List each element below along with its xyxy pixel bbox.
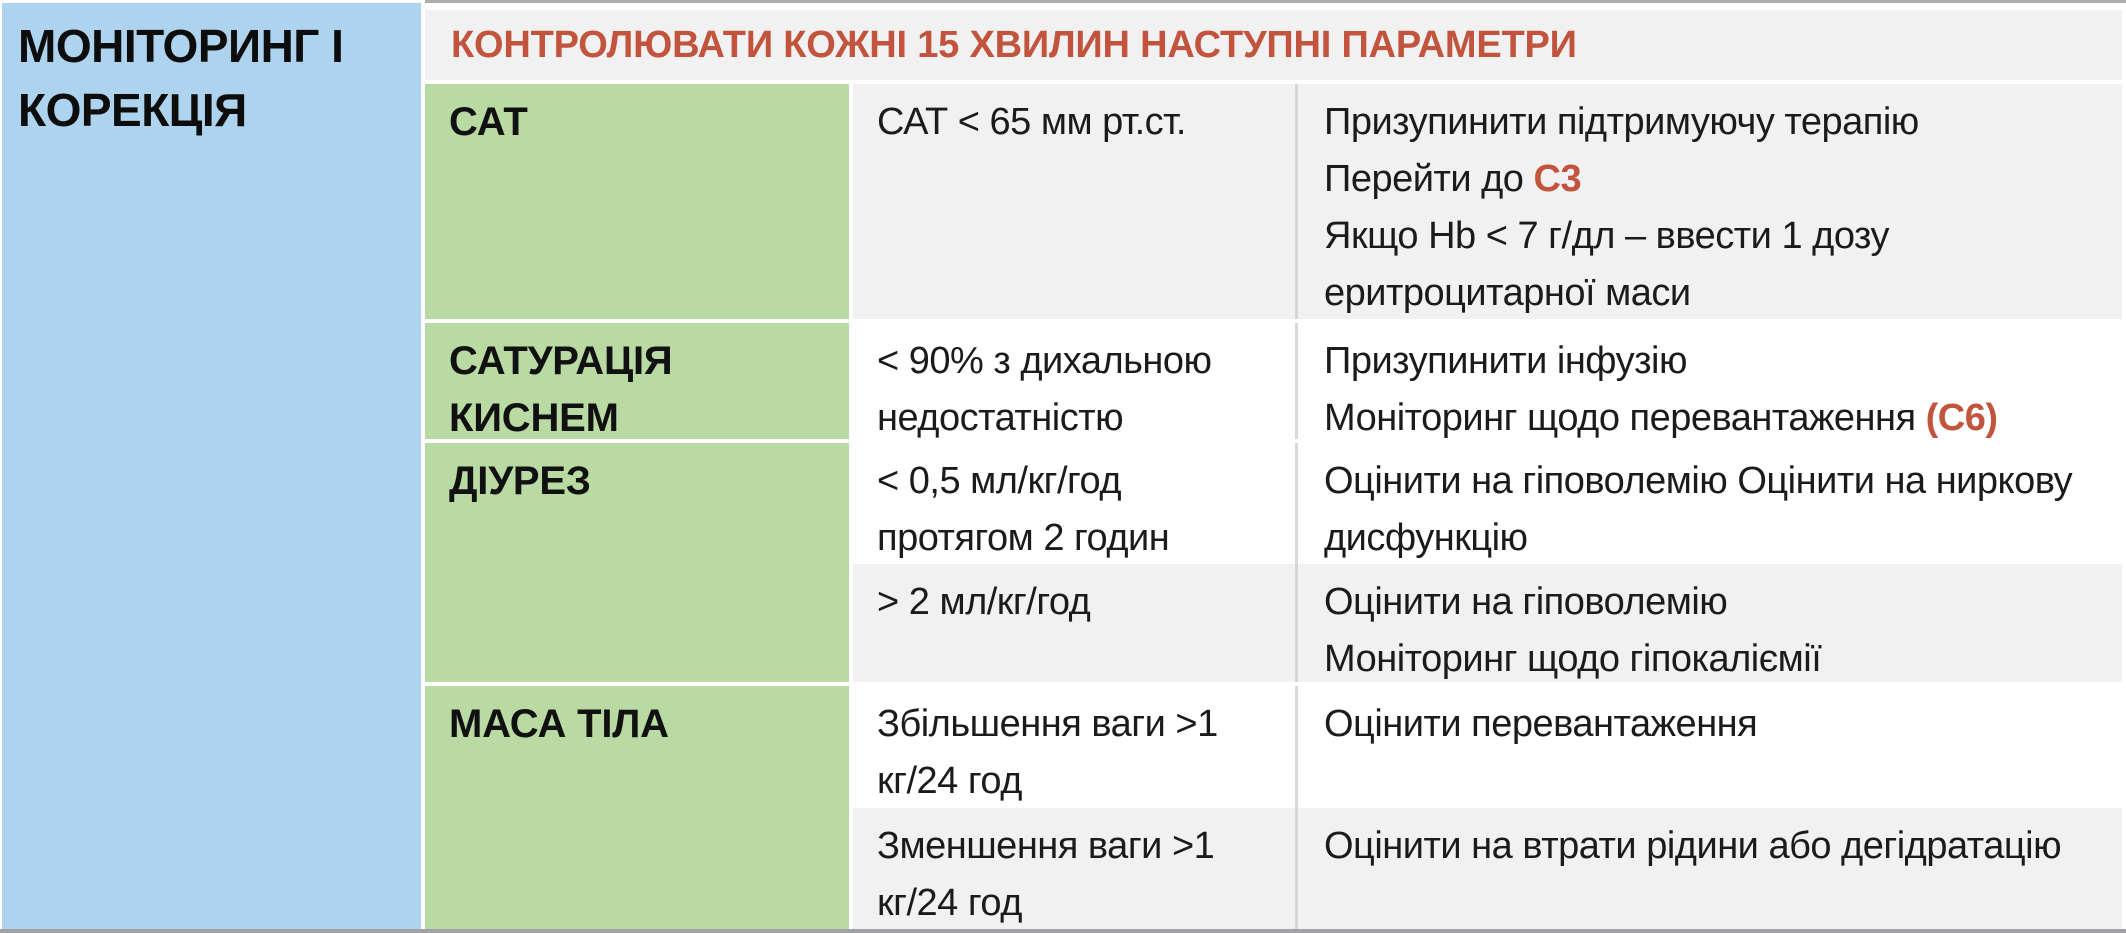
table-row: < 0,5 мл/кг/год протягом 2 годин Оцінити н… [853,443,2122,564]
table-top-border [425,0,2126,3]
param-cell: САТУРАЦІЯ КИСНЕМ [425,323,849,440]
condition-cell: < 0,5 мл/кг/год протягом 2 годин [853,443,1295,564]
column-gap [849,323,853,439]
condition-cell: Збільшення ваги >1 кг/24 год [853,686,1295,808]
action-text: Призупинити інфузію [1324,340,1688,382]
condition-cell: > 2 мл/кг/год [853,564,1295,682]
table-row: < 90% з дихальною недостатністю Призупинит… [853,323,2122,439]
table-row: Збільшення ваги >1 кг/24 год Оцінити перев… [853,686,2122,808]
action-cell: Призупинити підтримуючу терапію Перейти д… [1298,84,2122,319]
condition-line: < 90% з дихальною [877,340,1212,382]
table-row-group: ДІУРЕЗ < 0,5 мл/кг/год протягом 2 годин Оці… [425,443,2122,682]
action-text: Перейти до [1324,158,1534,200]
table-row-group: САТ САТ < 65 мм рт.ст. Призупинити підтрим… [425,84,2122,319]
condition-cell: Зменшення ваги >1 кг/24 год [853,808,1295,933]
param-label: КИСНЕМ [449,396,619,440]
action-text: Моніторинг щодо перевантаження [1324,397,1926,439]
condition-line: протягом 2 годин [877,517,1170,559]
column-gap [849,686,853,933]
action-line: Оцінити перевантаження [1324,696,2118,753]
action-text: дисфункцію [1324,517,1528,559]
param-cell: САТ [425,84,849,319]
action-line: Призупинити інфузію [1324,333,2118,390]
condition-line: кг/24 год [877,760,1022,802]
row-gap [425,682,2122,686]
condition-line: кг/24 год [877,882,1022,924]
action-line: Моніторинг щодо гіпокаліємії [1324,631,2118,688]
action-cell: Оцінити на гіповолемію Моніторинг щодо гі… [1298,564,2122,682]
column-divider [1295,443,1298,564]
column-divider [1295,84,1298,319]
param-label: САТ [449,100,528,144]
action-line: Якщо Hb < 7 г/дл – ввести 1 дозу [1324,208,2118,265]
accent-reference: (С6) [1925,397,1998,439]
condition-line: недостатністю [877,397,1124,439]
table-body: САТ САТ < 65 мм рт.ст. Призупинити підтрим… [425,80,2122,933]
accent-reference: С3 [1533,158,1582,200]
condition-line: < 0,5 мл/кг/год [877,460,1122,502]
action-text: Якщо Hb < 7 г/дл – ввести 1 дозу [1324,215,1890,257]
action-text: Оцінити на втрати рідини або дегідратаці… [1324,825,2062,867]
action-text: Оцінити перевантаження [1324,703,1758,745]
table-header: КОНТРОЛЮВАТИ КОЖНІ 15 ХВИЛИН НАСТУПНІ ПА… [425,10,2122,80]
action-line: Моніторинг щодо перевантаження (С6) [1324,390,2118,447]
param-label: САТУРАЦІЯ [449,339,673,383]
column-divider [1295,686,1298,808]
action-line: Перейти до С3 [1324,151,2118,208]
action-line: Оцінити на гіповолемію Оцінити на нирков… [1324,453,2118,510]
column-divider [1295,808,1298,933]
table-row-group: МАСА ТІЛА Збільшення ваги >1 кг/24 год Оцін… [425,686,2122,933]
row-gap [425,80,2122,84]
row-gap [425,319,2122,323]
subrows: < 90% з дихальною недостатністю Призупинит… [853,323,2122,439]
column-gap [849,84,853,319]
condition-line: Збільшення ваги >1 [877,703,1218,745]
bottom-border [0,929,2126,933]
table-row: Зменшення ваги >1 кг/24 год Оцінити на втр… [853,808,2122,933]
param-cell: ДІУРЕЗ [425,443,849,682]
table-row-group: САТУРАЦІЯ КИСНЕМ < 90% з дихальною недостат… [425,323,2122,440]
page-title: МОНІТОРИНГ І КОРЕКЦІЯ [18,14,411,142]
sidebar: МОНІТОРИНГ І КОРЕКЦІЯ [2,3,421,929]
action-cell: Оцінити на втрати рідини або дегідратаці… [1298,808,2122,933]
column-divider [1295,323,1298,439]
action-line: Оцінити на втрати рідини або дегідратаці… [1324,818,2118,875]
condition-line: САТ < 65 мм рт.ст. [877,101,1186,143]
condition-line: Зменшення ваги >1 [877,825,1215,867]
action-cell: Оцінити перевантаження [1298,686,2122,808]
action-cell: Призупинити інфузію Моніторинг щодо перев… [1298,323,2122,439]
condition-line: > 2 мл/кг/год [877,581,1091,623]
action-line: Оцінити на гіповолемію [1324,574,2118,631]
subrows: Збільшення ваги >1 кг/24 год Оцінити перев… [853,686,2122,933]
table-row: > 2 мл/кг/год Оцінити на гіповолемію Моніт… [853,564,2122,682]
table-row: САТ < 65 мм рт.ст. Призупинити підтримуюч… [853,84,2122,319]
page-title-line: КОРЕКЦІЯ [18,84,247,136]
column-gap [849,443,853,682]
monitoring-table: КОНТРОЛЮВАТИ КОЖНІ 15 ХВИЛИН НАСТУПНІ ПА… [425,10,2122,933]
subrows: < 0,5 мл/кг/год протягом 2 годин Оцінити н… [853,443,2122,682]
action-text: Оцінити на гіповолемію Оцінити на нирков… [1324,460,2073,502]
action-line: дисфункцію [1324,510,2118,567]
action-text: Оцінити на гіповолемію [1324,581,1728,623]
action-line: Призупинити підтримуючу терапію [1324,94,2118,151]
condition-cell: < 90% з дихальною недостатністю [853,323,1295,439]
column-divider [1295,564,1298,682]
param-label: МАСА ТІЛА [449,702,669,746]
action-line: еритроцитарної маси [1324,265,2118,322]
subrows: САТ < 65 мм рт.ст. Призупинити підтримуюч… [853,84,2122,319]
row-gap [425,439,2122,443]
param-cell: МАСА ТІЛА [425,686,849,933]
param-label: ДІУРЕЗ [449,459,591,503]
action-text: Моніторинг щодо гіпокаліємії [1324,638,1822,680]
action-text: Призупинити підтримуючу терапію [1324,101,1919,143]
action-cell: Оцінити на гіповолемію Оцінити на нирков… [1298,443,2122,564]
page-title-line: МОНІТОРИНГ І [18,20,344,72]
action-text: еритроцитарної маси [1324,272,1691,314]
condition-cell: САТ < 65 мм рт.ст. [853,84,1295,319]
